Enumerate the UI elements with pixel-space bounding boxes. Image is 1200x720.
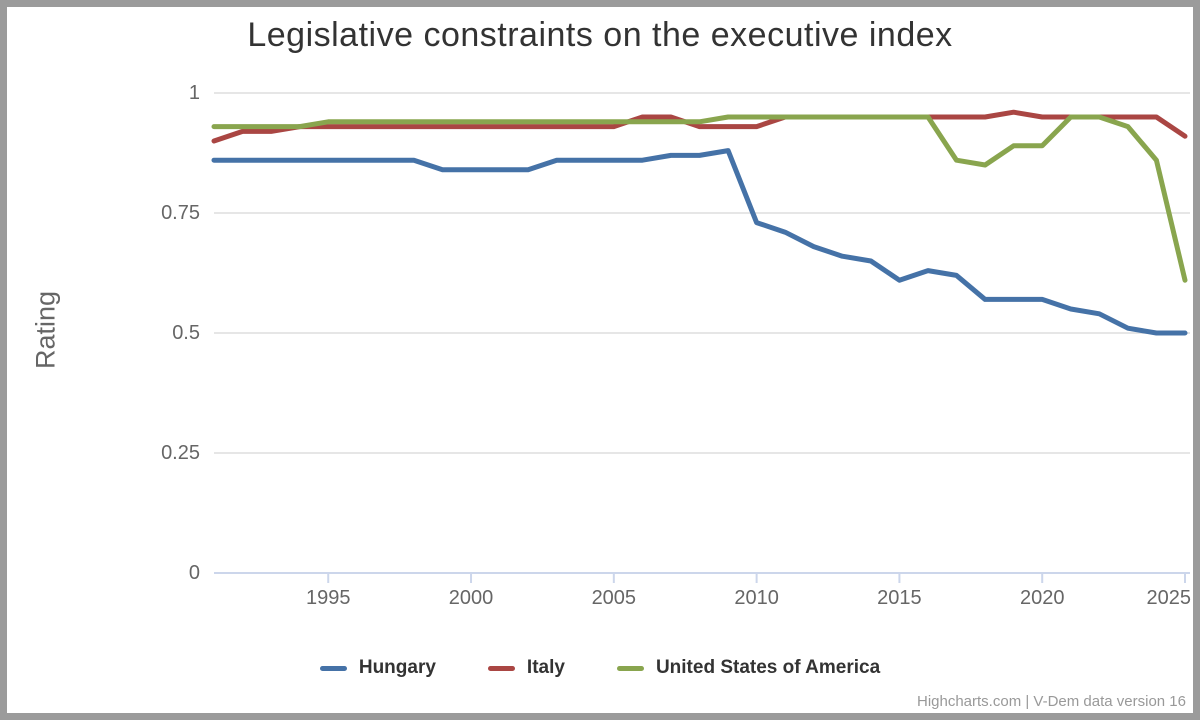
chart-title: Legislative constraints on the executive… (247, 16, 953, 54)
x-axis-label: 2000 (448, 587, 494, 609)
legend: Hungary Italy United States of America (0, 650, 1200, 686)
y-axis-label: 0.5 (172, 322, 200, 344)
series-line-united-states-of-america[interactable] (211, 114, 1188, 283)
legend-label-italy: Italy (526, 657, 565, 678)
legend-label-hungary: Hungary (358, 657, 436, 678)
series-line-italy[interactable] (211, 109, 1188, 144)
x-axis-label: 2010 (734, 587, 779, 609)
y-axis-label: 0.25 (161, 442, 200, 464)
legend-marker-usa (616, 665, 644, 671)
legend-label-usa: United States of America (655, 657, 881, 678)
legend-item-usa[interactable]: United States of America (616, 657, 881, 679)
x-axis-label: 2005 (591, 587, 637, 609)
legend-item-hungary[interactable]: Hungary (319, 657, 436, 679)
legend-marker-hungary (319, 665, 347, 671)
legend-item-italy[interactable]: Italy (487, 657, 565, 679)
credits-link[interactable]: Highcharts.com | V-Dem data version 16 (916, 693, 1186, 710)
series-line-hungary[interactable] (211, 148, 1188, 336)
y-axis-label: 1 (188, 82, 200, 104)
y-axis-label: 0 (188, 562, 200, 584)
x-axis-label: 2020 (1019, 587, 1065, 609)
x-axis-label: 2025 (1146, 587, 1192, 609)
x-axis-label: 2015 (877, 587, 922, 609)
y-axis-label: 0.75 (161, 202, 200, 224)
legend-marker-italy (487, 665, 515, 671)
x-axis-label: 1995 (305, 587, 351, 609)
